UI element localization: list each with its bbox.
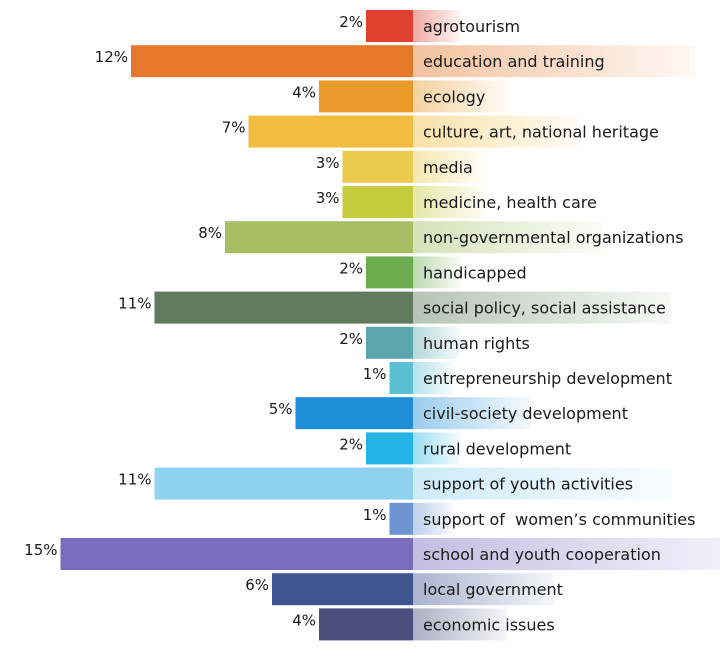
value-label: 12%: [95, 48, 128, 66]
label-panel: [413, 397, 531, 430]
bar: [366, 10, 413, 42]
bar: [366, 256, 413, 289]
bar: [295, 397, 413, 430]
label-panel: [413, 502, 453, 535]
label-panel: [413, 608, 507, 641]
value-label: 2%: [339, 13, 363, 31]
bar: [389, 362, 413, 394]
value-label: 4%: [292, 83, 316, 101]
bar: [60, 538, 413, 570]
value-label: 11%: [118, 471, 151, 489]
label-panel: [413, 115, 578, 148]
value-label: 4%: [292, 611, 316, 629]
label-panel: [413, 467, 672, 500]
value-label: 2%: [339, 330, 363, 348]
bar: [319, 608, 413, 641]
category-label: handicapped: [423, 263, 527, 282]
bar: [248, 115, 413, 148]
value-label: 3%: [316, 189, 340, 207]
category-label: medicine, health care: [423, 193, 597, 212]
label-panel: [413, 256, 460, 289]
label-panel: [413, 10, 460, 42]
value-label: 2%: [339, 259, 363, 277]
category-labels: agrotourism education and training ecology…: [423, 17, 695, 634]
value-label: 6%: [245, 576, 269, 594]
category-label: agrotourism: [423, 17, 520, 36]
value-labels: 2%12%4%7%3%3%8%2%11%2%1%5%2%11%1%15%6%4%: [24, 13, 386, 629]
label-panel: [413, 538, 720, 570]
label-panel: [413, 221, 601, 254]
category-label: media: [423, 158, 473, 177]
value-label: 1%: [363, 506, 387, 524]
category-label: rural development: [423, 439, 571, 458]
category-label: social policy, social assistance: [423, 299, 666, 318]
category-label: ecology: [423, 87, 485, 106]
bar: [154, 467, 413, 500]
label-panel: [413, 291, 672, 324]
bar: [154, 291, 413, 324]
label-panel: [413, 45, 695, 78]
bar: [131, 45, 413, 78]
category-label: non-governmental organizations: [423, 228, 684, 247]
value-label: 2%: [339, 435, 363, 453]
label-panel: [413, 432, 460, 465]
category-label: culture, art, national heritage: [423, 123, 659, 142]
bar: [342, 150, 413, 183]
value-label: 15%: [24, 541, 57, 559]
bar: [319, 80, 413, 113]
label-panel: [413, 362, 453, 394]
label-panel: [413, 573, 554, 606]
value-label: 3%: [316, 154, 340, 172]
value-label: 8%: [198, 224, 222, 242]
label-panels: [413, 10, 720, 641]
category-label: support of youth activities: [423, 475, 633, 494]
category-label: school and youth cooperation: [423, 545, 661, 564]
category-label: local government: [423, 580, 563, 599]
value-label: 5%: [269, 400, 293, 418]
category-label: entrepreneurship development: [423, 369, 672, 388]
label-panel: [413, 186, 484, 218]
label-panel: [413, 80, 507, 113]
value-label: 11%: [118, 295, 151, 313]
bar: [389, 502, 413, 535]
category-label: support of women’s communities: [423, 510, 695, 529]
bar: [366, 326, 413, 359]
category-label: education and training: [423, 52, 605, 71]
category-label: human rights: [423, 334, 530, 353]
bar: [225, 221, 413, 254]
bars: [60, 10, 413, 641]
bar: [342, 186, 413, 218]
bar: [272, 573, 413, 606]
label-panel: [413, 150, 484, 183]
category-label: civil-society development: [423, 404, 628, 423]
value-label: 1%: [363, 365, 387, 383]
bar: [366, 432, 413, 465]
label-panel: [413, 326, 460, 359]
category-label: economic issues: [423, 615, 555, 634]
value-label: 7%: [222, 119, 246, 137]
